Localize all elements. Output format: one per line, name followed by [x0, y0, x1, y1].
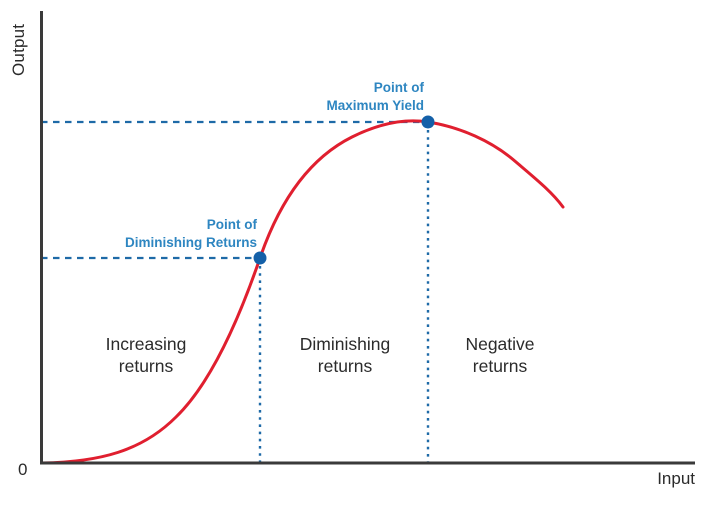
- y-axis-label: Output: [9, 23, 28, 76]
- origin-label: 0: [18, 460, 28, 479]
- region-label-increasing-line1: Increasing: [105, 334, 187, 354]
- region-label-negative-line2: returns: [472, 355, 528, 376]
- diminishing-annotation-line2: Diminishing Returns: [124, 234, 257, 250]
- region-label-negative-line1: Negative: [465, 334, 535, 354]
- diminishing-annotation: Point of Diminishing Returns: [110, 216, 257, 251]
- max-yield-annotation: Point of Maximum Yield: [279, 79, 424, 114]
- diminishing-annotation-line1: Point of: [206, 217, 257, 232]
- region-label-increasing-line2: returns: [118, 355, 174, 376]
- region-label-diminishing-line2: returns: [317, 355, 373, 376]
- max-yield-point: [421, 115, 435, 129]
- max-yield-annotation-line1: Point of: [373, 80, 424, 95]
- region-label-diminishing-line1: Diminishing: [299, 334, 391, 354]
- region-label-increasing: Increasing returns: [71, 334, 221, 377]
- max-yield-annotation-line2: Maximum Yield: [326, 97, 424, 113]
- region-label-diminishing: Diminishing returns: [270, 334, 420, 377]
- x-axis-label: Input: [657, 469, 695, 488]
- production-curve: [40, 119, 565, 465]
- diminishing-returns-point: [253, 251, 267, 265]
- region-label-negative: Negative returns: [425, 334, 575, 377]
